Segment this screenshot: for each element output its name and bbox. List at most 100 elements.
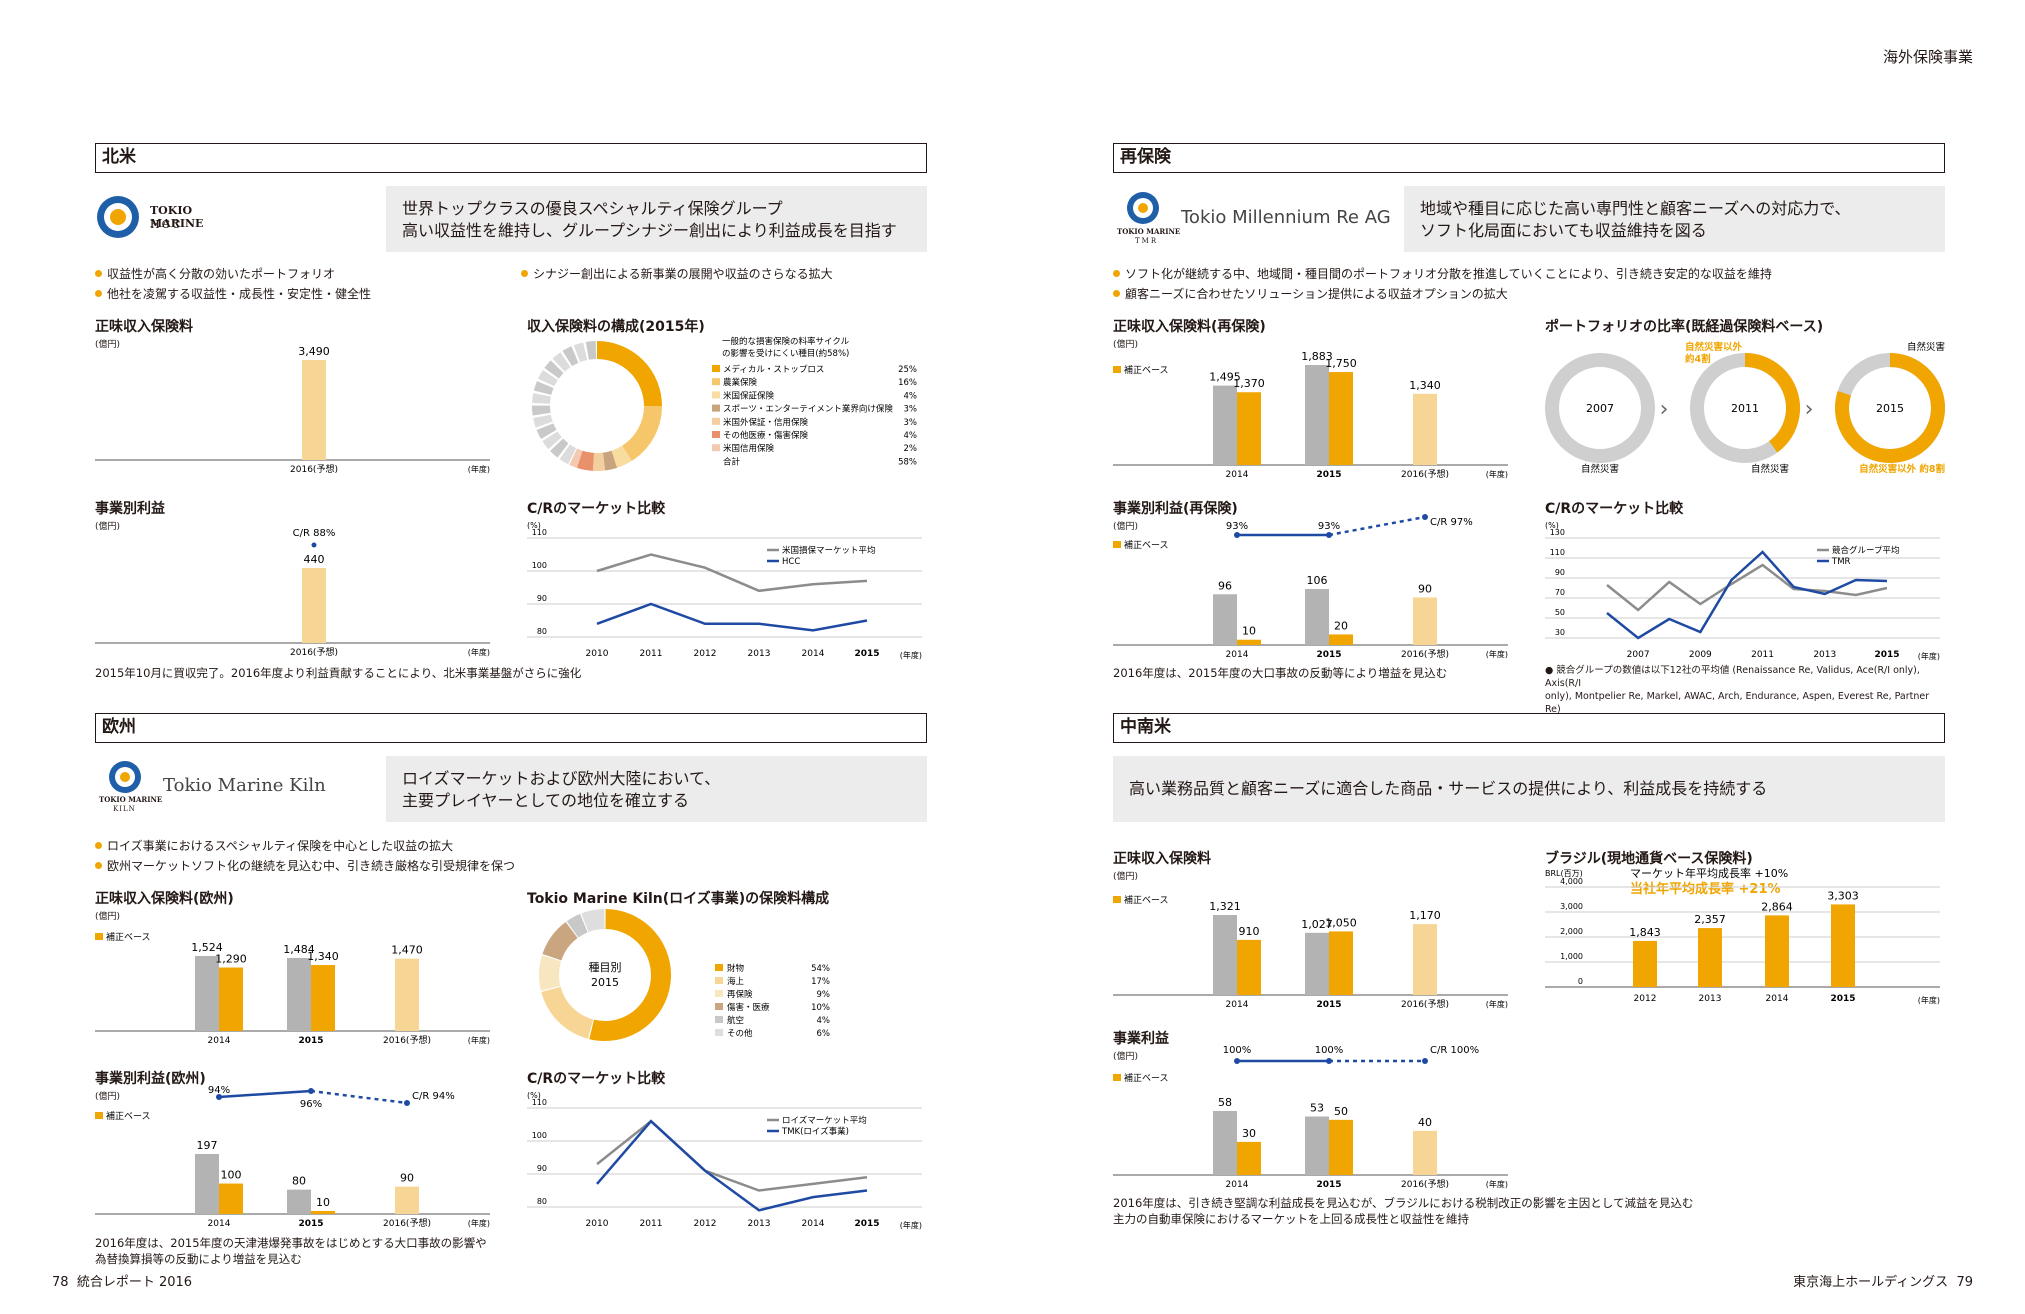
bar-adjusted bbox=[1413, 1130, 1437, 1175]
bullet-item: シナジー創出による新事業の展開や収益のさらなる拡大 bbox=[521, 264, 833, 284]
data-label: 1,370 bbox=[1233, 377, 1265, 390]
tick-label: 2015 bbox=[1830, 994, 1855, 1004]
re-profit-chart: 補正ベース 96 10 2014 106 20 2015 90 2016(予想) (年度) 93% 9… bbox=[1113, 514, 1508, 660]
market-growth: マーケット年平均成長率 +10% bbox=[1630, 866, 1788, 880]
donut-slice-other bbox=[562, 346, 579, 367]
eu-profit-chart: 補正ベース 197 100 2014 80 10 2015 90 2016(予想) (年度) 94%… bbox=[95, 1085, 490, 1229]
data-label: 53 bbox=[1310, 1102, 1324, 1115]
data-label: 1,290 bbox=[215, 953, 247, 966]
tick-label: 2015 bbox=[1316, 470, 1341, 480]
tick-label: 2010 bbox=[586, 649, 609, 659]
cr-point bbox=[1326, 532, 1332, 538]
na-banner: 世界トップクラスの優良スペシャルティ保険グループ 高い収益性を維持し、グループシ… bbox=[386, 186, 927, 252]
legend-swatch bbox=[715, 990, 723, 997]
series-line bbox=[1606, 550, 1888, 640]
banner-line: 主要プレイヤーとしての地位を確立する bbox=[402, 791, 690, 810]
legend-swatch bbox=[712, 417, 720, 425]
data-label: 2,357 bbox=[1694, 913, 1726, 926]
unit-label: (億円) bbox=[1113, 1052, 1139, 1062]
x-unit: (年度) bbox=[1486, 469, 1508, 479]
bar-actual bbox=[287, 957, 311, 1031]
donut-slice-other bbox=[544, 360, 564, 379]
tick-label: 2015 bbox=[298, 1219, 323, 1229]
x-unit: (年度) bbox=[468, 1035, 490, 1045]
footer-right: 東京海上ホールディングス 79 bbox=[1793, 1275, 1973, 1290]
legend-label: 補正ベース bbox=[106, 931, 151, 943]
legend-label: TMK(ロイズ事業) bbox=[781, 1126, 849, 1137]
bar-actual bbox=[1213, 594, 1237, 645]
la-profit-chart: 補正ベース 58 30 2014 53 50 2015 40 2016(予想) (年度) 100% 1… bbox=[1113, 1045, 1508, 1190]
bar bbox=[302, 360, 326, 460]
donut-slice bbox=[576, 450, 595, 471]
y-tick: 80 bbox=[537, 627, 547, 636]
tick-label: 2016(予想) bbox=[383, 1217, 431, 1229]
section-title-la: 中南米 bbox=[1113, 713, 1945, 743]
cr-label: 93% bbox=[1318, 521, 1340, 532]
tick-label: 2010 bbox=[586, 1219, 609, 1229]
banner-line: ソフト化局面においても収益維持を図る bbox=[1420, 221, 1707, 240]
cr-point bbox=[1234, 1058, 1240, 1064]
legend-swatch bbox=[712, 444, 720, 452]
cr-label: 96% bbox=[300, 1099, 322, 1110]
na-profit-chart: 440 2016(予想) (年度) C/R 88% bbox=[95, 528, 490, 658]
donut-slice bbox=[589, 909, 671, 1041]
cr-label: 94% bbox=[208, 1085, 230, 1096]
unit-label: (%) bbox=[527, 1091, 541, 1100]
composition-note: の影響を受けにくい種目(約58%) bbox=[722, 348, 849, 359]
la-banner: 高い業務品質と顧客ニーズに適合した商品・サービスの提供により、利益成長を持続する bbox=[1113, 756, 1945, 822]
chart-title: 正味収入保険料 bbox=[1113, 851, 1211, 867]
bullet-item: 欧州マーケットソフト化の継続を見込む中、引き続き厳格な引受規律を保つ bbox=[95, 856, 515, 876]
legend-swatch bbox=[715, 964, 723, 971]
tick-label: 2014 bbox=[1226, 650, 1249, 660]
bar-actual bbox=[1213, 1111, 1237, 1175]
label: 約4割 bbox=[1685, 353, 1711, 365]
section-title-na: 北米 bbox=[95, 143, 927, 173]
tick-label: 2014 bbox=[1226, 1000, 1249, 1010]
tick-label: 2014 bbox=[208, 1036, 231, 1046]
donut-slice bbox=[566, 913, 588, 938]
tick-label: 2012 bbox=[694, 649, 717, 659]
cr-label: C/R 100% bbox=[1430, 1045, 1479, 1056]
data-label: 1,470 bbox=[391, 944, 423, 957]
donut-slice-other bbox=[537, 370, 558, 387]
tick-label: 2009 bbox=[1689, 650, 1712, 660]
y-tick: 70 bbox=[1555, 588, 1565, 597]
tick-label: 2013 bbox=[748, 649, 771, 659]
data-label: 1,340 bbox=[1409, 379, 1441, 392]
x-unit: (年度) bbox=[1486, 999, 1508, 1009]
cr-note: ● 競合グループの数値は以下12社の平均値 (Renaissance Re, V… bbox=[1545, 665, 1930, 715]
unit-label: (%) bbox=[1545, 521, 1559, 530]
data-label: 1,484 bbox=[283, 943, 315, 956]
chart-title: 事業別利益(再保険) bbox=[1113, 501, 1238, 517]
tick-label: 2016(予想) bbox=[290, 463, 338, 475]
tick-label: 2011 bbox=[640, 1219, 663, 1229]
data-label: 90 bbox=[1418, 582, 1432, 595]
tick-label: 2014 bbox=[1766, 994, 1789, 1004]
unit-label: (億円) bbox=[95, 912, 121, 922]
donut-slice-other bbox=[559, 444, 577, 465]
chart-title: ブラジル(現地通貨ベース保険料) bbox=[1545, 851, 1753, 867]
re-banner: 地域や種目に応じた高い専門性と顧客ニーズへの対応力で、 ソフト化局面においても収… bbox=[1404, 186, 1945, 252]
bar-adjusted bbox=[1329, 1119, 1353, 1175]
kiln-logo-icon bbox=[109, 761, 141, 793]
bar-adjusted bbox=[219, 1183, 243, 1214]
bar-adjusted bbox=[395, 1186, 419, 1214]
chart-title: C/Rのマーケット比較 bbox=[527, 501, 666, 517]
x-unit: (年度) bbox=[900, 1220, 922, 1230]
bar-adjusted bbox=[1413, 924, 1437, 995]
legend-value: 17% bbox=[811, 977, 830, 987]
label: 自然災害 bbox=[1751, 463, 1789, 475]
tick-label: 2016(予想) bbox=[1401, 468, 1449, 480]
y-tick: 4,000 bbox=[1560, 877, 1583, 886]
legend-value: 10% bbox=[811, 1003, 830, 1013]
tick-label: 2015 bbox=[1316, 650, 1341, 660]
data-label: 1,750 bbox=[1325, 357, 1357, 370]
tick-label: 2015 bbox=[298, 1036, 323, 1046]
tick-label: 2013 bbox=[1699, 994, 1722, 1004]
tick-label: 2016(予想) bbox=[1401, 648, 1449, 660]
section-header: 海外保険事業 bbox=[1882, 48, 1973, 66]
legend-value: 4% bbox=[817, 1016, 831, 1026]
kiln-logo: TOKIO MARINE KILN Tokio Marine Kiln bbox=[95, 755, 335, 815]
logo-sub: KILN bbox=[113, 805, 136, 813]
